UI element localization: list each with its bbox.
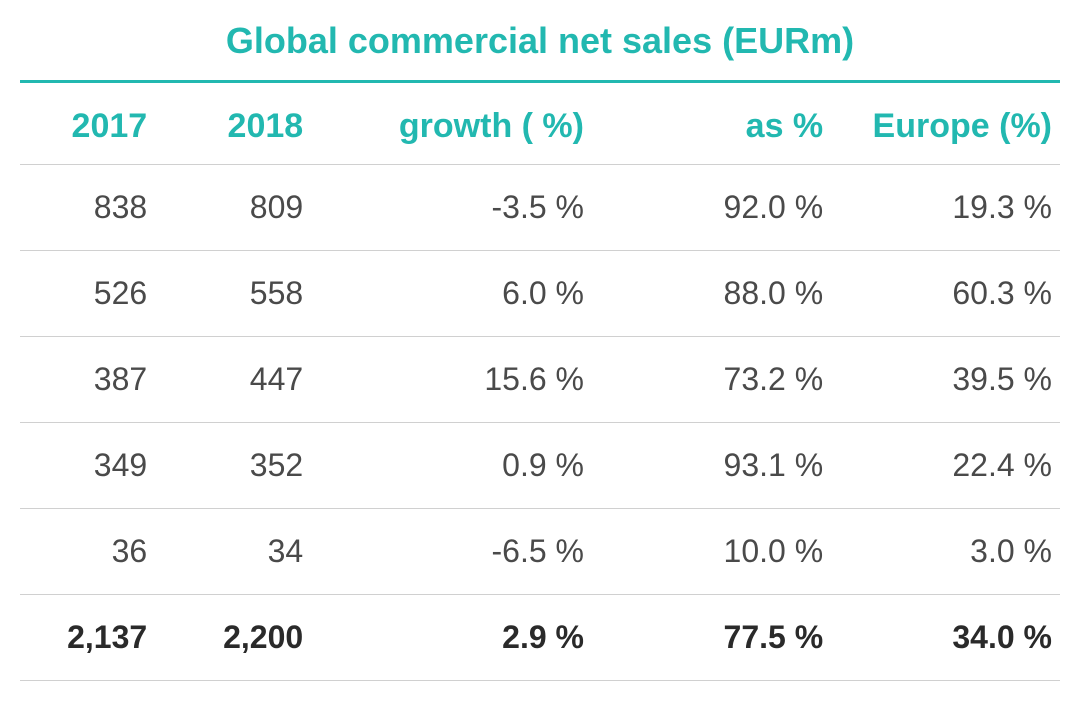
cell: 92.0 %: [592, 165, 831, 251]
total-row: 2,137 2,200 2.9 % 77.5 % 34.0 %: [20, 595, 1060, 681]
table-row: 387 447 15.6 % 73.2 % 39.5 %: [20, 337, 1060, 423]
cell: 22.4 %: [831, 423, 1060, 509]
cell: 352: [155, 423, 311, 509]
total-cell: 2.9 %: [311, 595, 592, 681]
table-row: 838 809 -3.5 % 92.0 % 19.3 %: [20, 165, 1060, 251]
cell: 36: [20, 509, 155, 595]
table-title: Global commercial net sales (EURm): [20, 20, 1060, 80]
col-header-growth: growth ( %): [311, 83, 592, 165]
cell: 93.1 %: [592, 423, 831, 509]
col-header-as-pct: as %: [592, 83, 831, 165]
cell: 15.6 %: [311, 337, 592, 423]
cell: 809: [155, 165, 311, 251]
total-cell: 2,137: [20, 595, 155, 681]
col-header-2018: 2018: [155, 83, 311, 165]
header-row: 2017 2018 growth ( %) as % Europe (%): [20, 83, 1060, 165]
cell: 3.0 %: [831, 509, 1060, 595]
cell: -3.5 %: [311, 165, 592, 251]
col-header-europe: Europe (%): [831, 83, 1060, 165]
cell: 526: [20, 251, 155, 337]
cell: 447: [155, 337, 311, 423]
total-cell: 77.5 %: [592, 595, 831, 681]
cell: 10.0 %: [592, 509, 831, 595]
sales-table: 2017 2018 growth ( %) as % Europe (%) 83…: [20, 83, 1060, 681]
cell: 73.2 %: [592, 337, 831, 423]
col-header-2017: 2017: [20, 83, 155, 165]
cell: 6.0 %: [311, 251, 592, 337]
cell: -6.5 %: [311, 509, 592, 595]
table-row: 349 352 0.9 % 93.1 % 22.4 %: [20, 423, 1060, 509]
table-row: 526 558 6.0 % 88.0 % 60.3 %: [20, 251, 1060, 337]
cell: 19.3 %: [831, 165, 1060, 251]
cell: 60.3 %: [831, 251, 1060, 337]
cell: 88.0 %: [592, 251, 831, 337]
table-row: 36 34 -6.5 % 10.0 % 3.0 %: [20, 509, 1060, 595]
cell: 34: [155, 509, 311, 595]
total-cell: 34.0 %: [831, 595, 1060, 681]
cell: 838: [20, 165, 155, 251]
cell: 349: [20, 423, 155, 509]
total-cell: 2,200: [155, 595, 311, 681]
cell: 39.5 %: [831, 337, 1060, 423]
cell: 0.9 %: [311, 423, 592, 509]
cell: 387: [20, 337, 155, 423]
cell: 558: [155, 251, 311, 337]
